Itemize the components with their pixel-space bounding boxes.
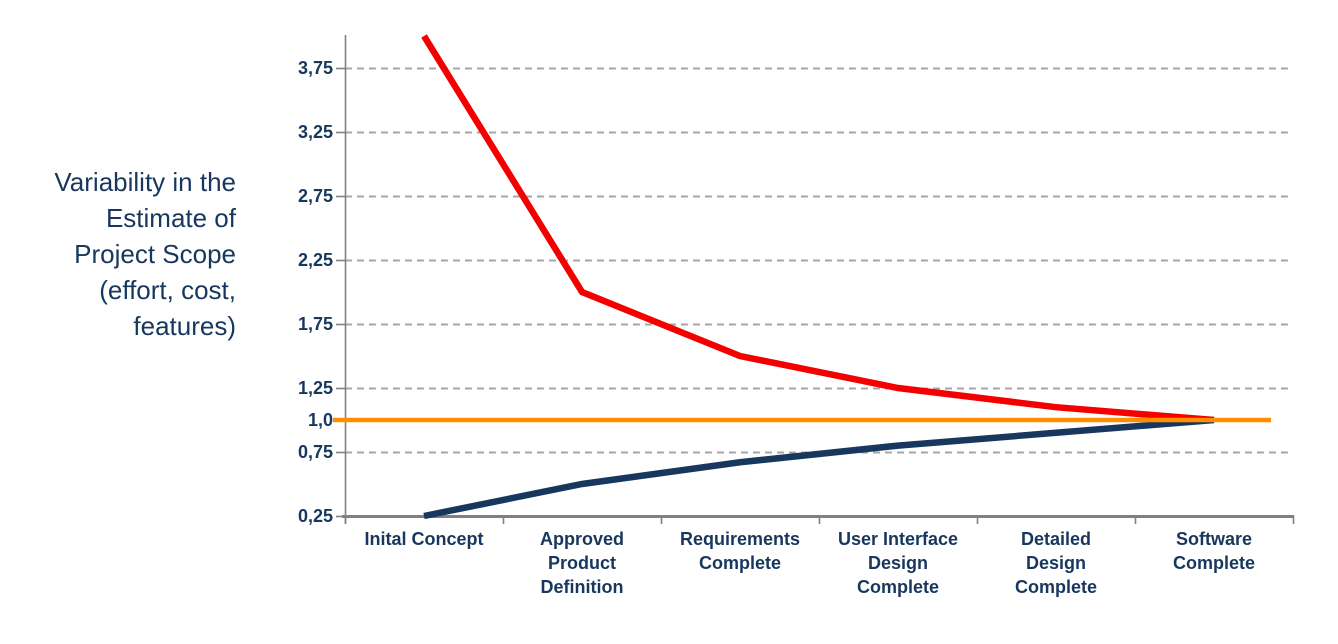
x-category-label: User Interface Design Complete (837, 529, 959, 597)
lower-estimate-line (423, 416, 1215, 520)
y-tick-label: 2,75 (297, 186, 333, 206)
x-category-label: Approved Product Definition (539, 529, 624, 597)
y-tick-label: 1,0 (307, 410, 333, 430)
y-tick-label: 3,75 (297, 58, 333, 78)
x-category-label: Requirements Complete (679, 529, 801, 573)
x-category-label: Detailed Design Complete (1014, 529, 1097, 597)
y-axis-title: Variability in the Estimate of Project S… (54, 167, 236, 341)
y-tick-label: 3,25 (297, 122, 333, 142)
x-category-label: Software Complete (1172, 529, 1255, 573)
y-tick-label: 0,25 (297, 506, 333, 526)
upper-estimate-line (421, 34, 1215, 424)
y-tick-label: 1,75 (297, 314, 333, 334)
y-tick-label: 0,75 (297, 442, 333, 462)
y-tick-label: 1,25 (297, 378, 333, 398)
x-category-label: Inital Concept (364, 529, 484, 549)
y-tick-label: 2,25 (297, 250, 333, 270)
